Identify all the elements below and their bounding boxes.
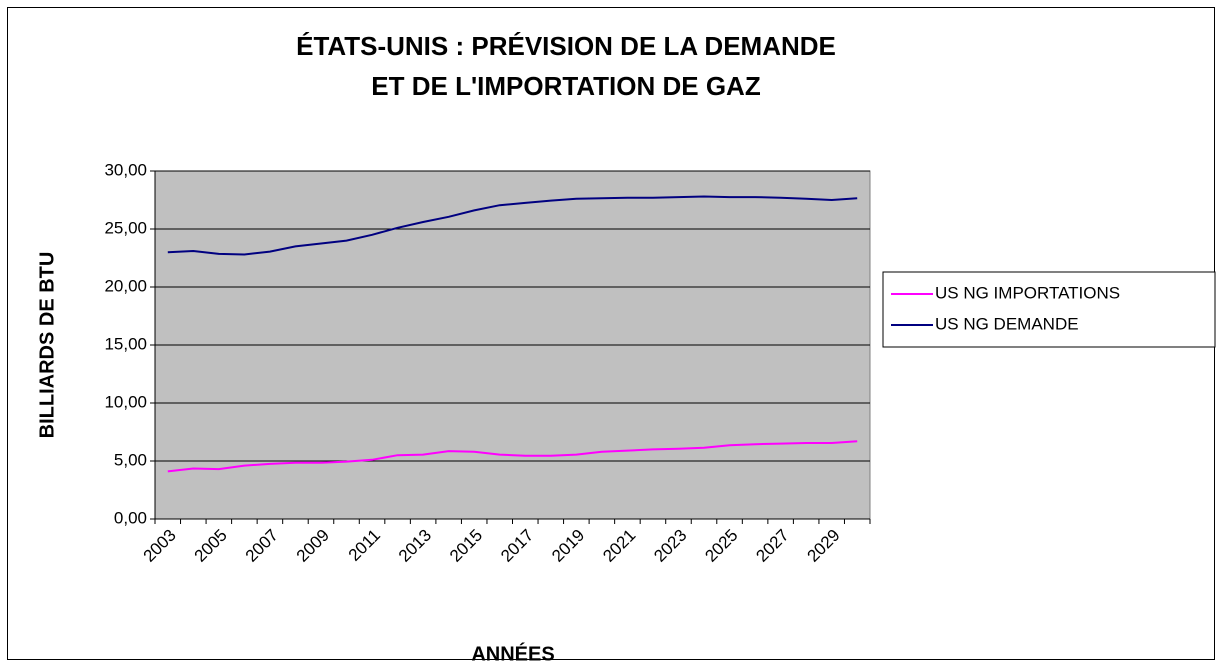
legend-label: US NG DEMANDE — [935, 314, 1079, 333]
chart-title: ET DE L'IMPORTATION DE GAZ — [371, 71, 761, 101]
legend-box — [882, 271, 1216, 348]
data-line — [167, 440, 858, 473]
x-axis-title: ANNÉES — [471, 642, 554, 665]
y-tick-label: 20,00 — [104, 276, 147, 295]
legend-label: US NG IMPORTATIONS — [935, 283, 1120, 302]
chart-title: ÉTATS-UNIS : PRÉVISION DE LA DEMANDE — [296, 31, 836, 61]
y-tick-label: 25,00 — [104, 218, 147, 237]
y-tick-label: 15,00 — [104, 334, 147, 353]
y-tick-label: 0,00 — [114, 508, 147, 527]
y-tick-label: 30,00 — [104, 160, 147, 179]
y-tick-label: 10,00 — [104, 392, 147, 411]
y-tick-label: 5,00 — [114, 450, 147, 469]
y-axis-title: BILLIARDS DE BTU — [36, 252, 58, 439]
data-line — [167, 195, 858, 256]
